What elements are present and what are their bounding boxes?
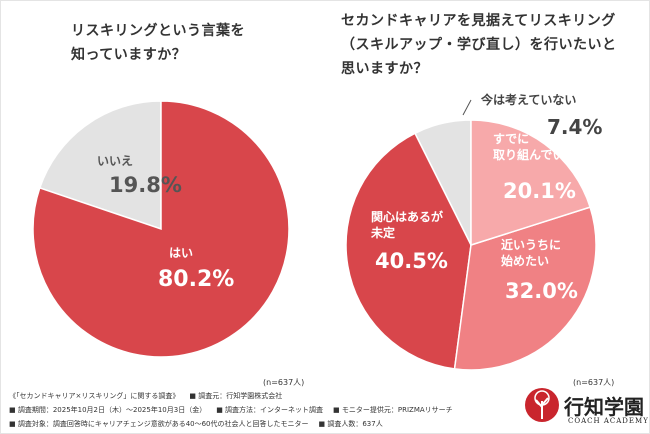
logo-name: 行知学園 bbox=[564, 395, 644, 419]
value-label: 80.2% bbox=[158, 267, 235, 292]
leader-line bbox=[462, 99, 472, 116]
footer: 《「セカンドキャリア×リスキリング」に関する調査》 ■ 調査元：行知学園株式会社 ■… bbox=[9, 389, 463, 431]
slice-label: 関心はあるが 未定 bbox=[371, 210, 444, 240]
pie-slice bbox=[345, 132, 472, 370]
footer-row: ■ 調査対象：調査回答時にキャリアチェンジ意欲がある40～60代の社会人と回答し… bbox=[9, 417, 463, 431]
pie-slice bbox=[32, 100, 290, 358]
footer-item: ■ 調査期間：2025年10月2日（木）～2025年10月3日（金） bbox=[9, 406, 207, 414]
value-label: 7.4% bbox=[547, 115, 603, 139]
sample-note: (n=637人) bbox=[573, 378, 615, 387]
pie-slice bbox=[470, 119, 592, 247]
footer-item: ■ 調査人数：637人 bbox=[318, 420, 383, 428]
slice-label: いいえ bbox=[97, 154, 134, 168]
logo-crown bbox=[534, 390, 550, 406]
footer-item: ■ 調査対象：調査回答時にキャリアチェンジ意欲がある40～60代の社会人と回答し… bbox=[9, 420, 309, 428]
logo-tree bbox=[535, 397, 549, 419]
slice-label: 近いうちに 始めたい bbox=[501, 238, 562, 268]
footer-item: 《「セカンドキャリア×リスキリング」に関する調査》 bbox=[9, 392, 180, 400]
value-label: 40.5% bbox=[375, 249, 448, 273]
sample-note: (n=637人) bbox=[263, 378, 305, 387]
logo-subtitle: COACH ACADEMY bbox=[568, 417, 649, 425]
slice-label: 今は考えていない bbox=[481, 93, 577, 107]
value-label: 20.1% bbox=[503, 179, 576, 203]
slice-label: すでに 取り組んでいる bbox=[493, 132, 577, 162]
pie-slice bbox=[453, 206, 597, 371]
value-label: 19.8% bbox=[109, 173, 182, 197]
footer-item: ■ 調査方法：インターネット調査 bbox=[216, 406, 324, 414]
footer-item: ■ モニター提供元：PRIZMAリサーチ bbox=[333, 406, 453, 414]
slice-label: はい bbox=[169, 246, 194, 260]
footer-row: ■ 調査期間：2025年10月2日（木）～2025年10月3日（金） ■ 調査方法… bbox=[9, 403, 463, 417]
footer-item: ■ 調査元：行知学園株式会社 bbox=[189, 392, 283, 400]
value-label: 32.0% bbox=[505, 279, 578, 303]
chart-title: リスキリングという言葉を 知っていますか？ bbox=[71, 23, 245, 63]
pie-slice bbox=[38, 100, 162, 231]
chart-title: セカンドキャリアを見据えてリスキリング （スキルアップ・学び直し）を行いたいと … bbox=[341, 13, 617, 77]
footer-row: 《「セカンドキャリア×リスキリング」に関する調査》 ■ 調査元：行知学園株式会社 bbox=[9, 389, 463, 403]
